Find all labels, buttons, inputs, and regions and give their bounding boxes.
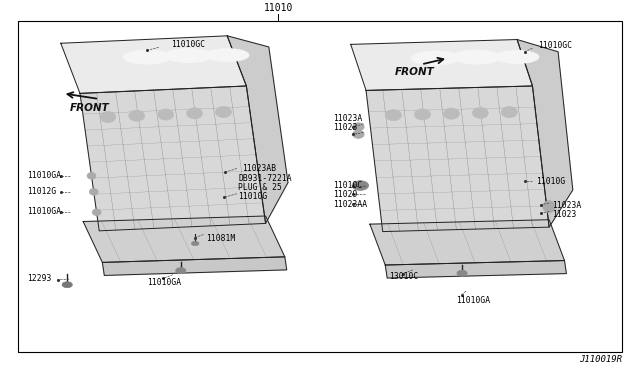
Polygon shape [385, 260, 566, 278]
Circle shape [175, 267, 186, 273]
Ellipse shape [444, 108, 460, 119]
Polygon shape [366, 86, 549, 232]
Text: 13010C: 13010C [389, 272, 419, 280]
Ellipse shape [205, 49, 249, 62]
Text: 11010C: 11010C [333, 181, 362, 190]
Ellipse shape [495, 51, 539, 64]
Ellipse shape [89, 189, 98, 195]
Circle shape [62, 282, 72, 288]
Text: 11023A: 11023A [333, 114, 362, 123]
Text: J110019R: J110019R [579, 355, 622, 364]
Ellipse shape [187, 108, 203, 119]
Text: 11023A: 11023A [552, 201, 581, 210]
Circle shape [191, 241, 199, 246]
Ellipse shape [124, 50, 172, 64]
Polygon shape [83, 216, 285, 262]
Polygon shape [517, 39, 573, 227]
Polygon shape [351, 39, 532, 90]
Text: 11023: 11023 [552, 210, 576, 219]
Text: 11010GC: 11010GC [172, 40, 205, 49]
Text: 11010GA: 11010GA [147, 278, 181, 287]
Ellipse shape [412, 51, 460, 65]
Text: 11010GA: 11010GA [27, 171, 61, 180]
Text: 12293: 12293 [27, 274, 51, 283]
Text: 11010G: 11010G [536, 177, 566, 186]
Circle shape [352, 181, 369, 190]
Polygon shape [227, 36, 288, 224]
Text: 11023: 11023 [333, 123, 357, 132]
Ellipse shape [385, 110, 401, 121]
Text: 11010G: 11010G [238, 192, 268, 201]
Ellipse shape [415, 109, 431, 120]
Text: 11010GC: 11010GC [538, 41, 572, 50]
Text: 11012G: 11012G [27, 187, 56, 196]
Text: 11010GA: 11010GA [27, 207, 61, 216]
Ellipse shape [472, 108, 488, 118]
Text: 11023AB: 11023AB [242, 164, 276, 173]
Ellipse shape [543, 201, 556, 213]
Ellipse shape [165, 48, 212, 62]
Polygon shape [370, 220, 564, 265]
Text: 11081M: 11081M [206, 234, 236, 243]
Ellipse shape [157, 109, 173, 120]
Ellipse shape [353, 123, 364, 131]
Circle shape [457, 270, 467, 276]
Polygon shape [80, 86, 266, 231]
Text: 11010GA: 11010GA [456, 296, 490, 305]
Ellipse shape [453, 50, 501, 64]
Text: 11010: 11010 [264, 3, 293, 13]
Text: PLUG & 25: PLUG & 25 [238, 183, 282, 192]
Ellipse shape [92, 209, 101, 216]
Ellipse shape [216, 106, 232, 118]
Ellipse shape [501, 106, 517, 118]
Polygon shape [102, 257, 287, 275]
Ellipse shape [87, 173, 96, 179]
Text: DB931-7221A: DB931-7221A [238, 174, 292, 183]
Bar [18, 21, 622, 352]
Text: FRONT: FRONT [395, 67, 435, 77]
Text: 11029: 11029 [333, 190, 357, 199]
Ellipse shape [129, 110, 145, 121]
Text: 11023AA: 11023AA [333, 201, 367, 209]
Ellipse shape [100, 112, 116, 123]
Polygon shape [61, 36, 246, 93]
Ellipse shape [353, 130, 364, 138]
Text: FRONT: FRONT [70, 103, 109, 113]
